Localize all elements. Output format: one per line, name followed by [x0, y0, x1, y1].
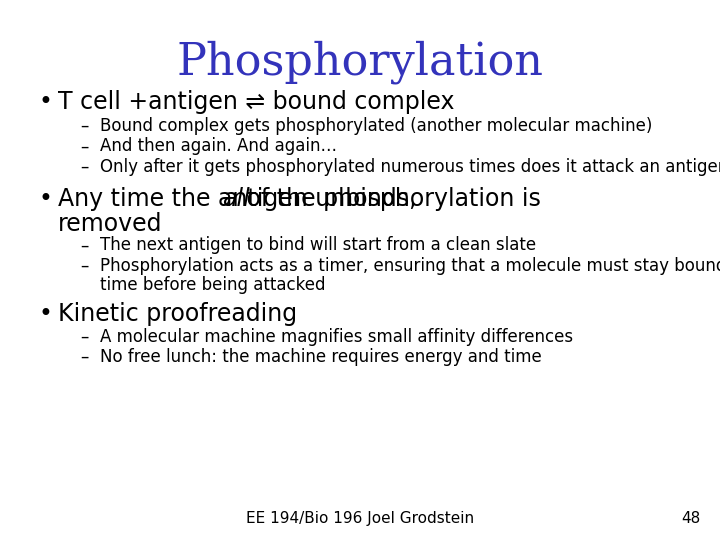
Text: –: – [80, 257, 89, 275]
Text: Bound complex gets phosphorylated (another molecular machine): Bound complex gets phosphorylated (anoth… [100, 117, 652, 135]
Text: –: – [80, 237, 89, 254]
Text: EE 194/Bio 196 Joel Grodstein: EE 194/Bio 196 Joel Grodstein [246, 511, 474, 526]
Text: Any time the antigen unbinds,: Any time the antigen unbinds, [58, 187, 424, 211]
Text: –: – [80, 117, 89, 135]
Text: of the phosphorylation is: of the phosphorylation is [239, 187, 541, 211]
Text: No free lunch: the machine requires energy and time: No free lunch: the machine requires ener… [100, 348, 541, 366]
Text: The next antigen to bind will start from a clean slate: The next antigen to bind will start from… [100, 237, 536, 254]
Text: removed: removed [58, 212, 163, 236]
Text: Only after it gets phosphorylated numerous times does it attack an antigen.: Only after it gets phosphorylated numero… [100, 158, 720, 176]
Text: •: • [38, 187, 52, 211]
Text: T cell +antigen ⇌ bound complex: T cell +antigen ⇌ bound complex [58, 90, 454, 114]
Text: –: – [80, 328, 89, 346]
Text: –: – [80, 137, 89, 156]
Text: –: – [80, 158, 89, 176]
Text: 48: 48 [680, 511, 700, 526]
Text: A molecular machine magnifies small affinity differences: A molecular machine magnifies small affi… [100, 328, 573, 346]
Text: Kinetic proofreading: Kinetic proofreading [58, 302, 297, 326]
Text: –: – [80, 348, 89, 366]
Text: Phosphorylation: Phosphorylation [176, 40, 544, 84]
Text: Phosphorylation acts as a timer, ensuring that a molecule must stay bound a long: Phosphorylation acts as a timer, ensurin… [100, 257, 720, 275]
Text: all: all [222, 187, 250, 211]
Text: •: • [38, 302, 52, 326]
Text: •: • [38, 90, 52, 114]
Text: And then again. And again…: And then again. And again… [100, 137, 337, 156]
Text: time before being attacked: time before being attacked [100, 275, 325, 294]
